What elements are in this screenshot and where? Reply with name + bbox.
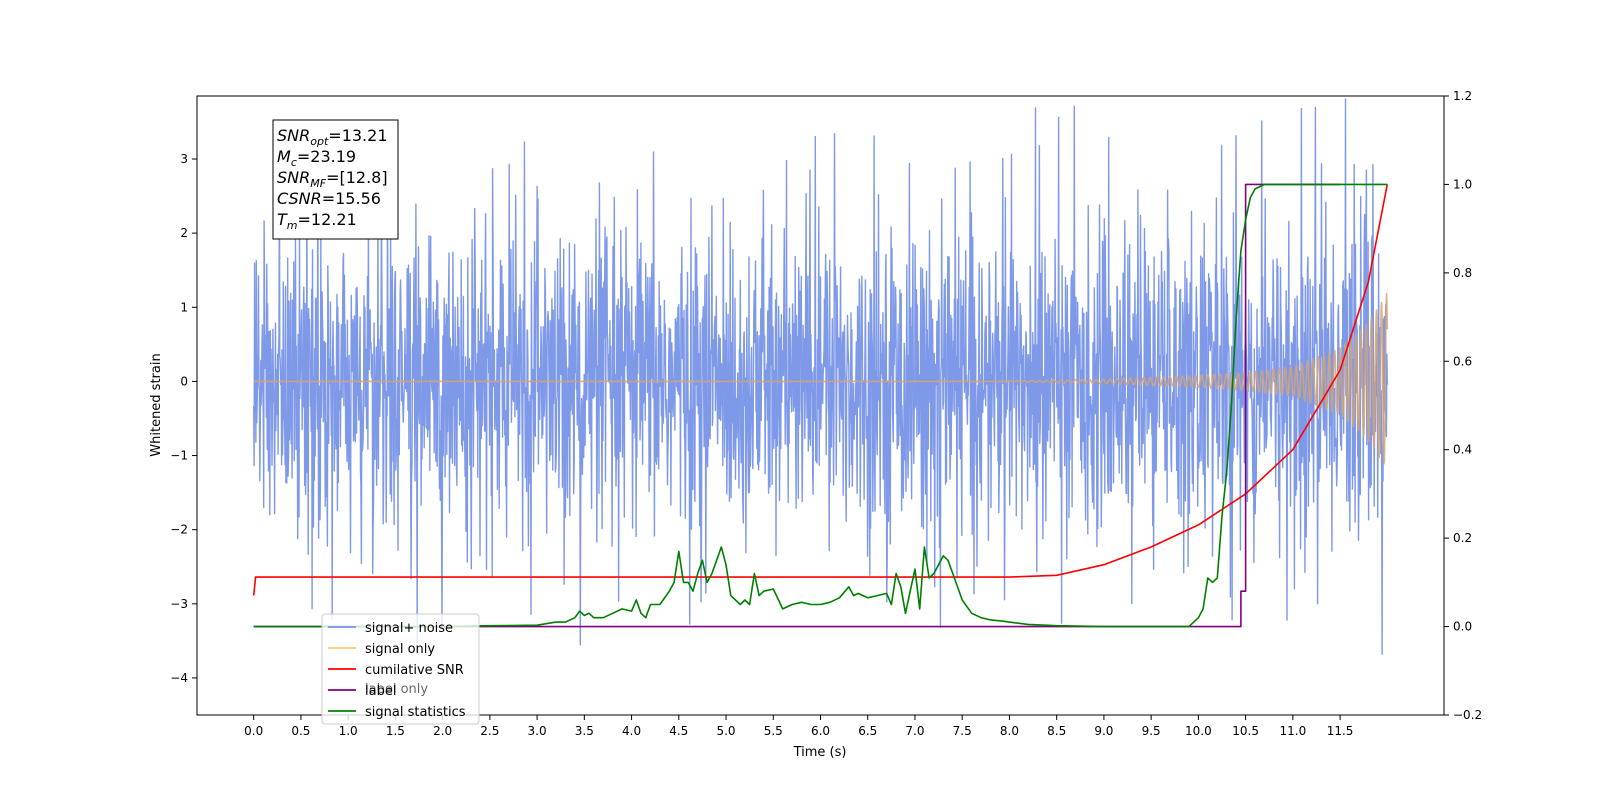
annotation-frame xyxy=(272,119,399,240)
series-line-cumilative-snr xyxy=(252,184,1389,596)
y-axis-right: −0.2 0.0 0.2 0.4 0.6 0.8 1.0 1.2 xyxy=(1444,89,1482,722)
x-axis-label: Time (s) xyxy=(793,745,847,760)
x-axis: 0.0 0.5 1.0 1.5 2.0 2.5 3.0 3.5 4.0 4.5 5.0 5.5 6.0 6… xyxy=(244,715,1353,738)
y-tick-label: −3 xyxy=(170,597,188,611)
x-tick-label: 11.5 xyxy=(1327,724,1354,738)
y2-tick-label: 1.0 xyxy=(1453,177,1472,191)
y2-tick-label: 0.4 xyxy=(1453,443,1472,457)
parameter-annotation-box: SNRopt=13.21Mc=23.19SNRMF=[12.8]CSNR=15.… xyxy=(272,119,399,240)
x-tick-label: 7.5 xyxy=(953,724,972,738)
x-tick-label: 2.5 xyxy=(480,724,499,738)
x-tick-label: 9.0 xyxy=(1094,724,1113,738)
legend-entry: signal+ noise xyxy=(365,621,453,636)
y-tick-label: 1 xyxy=(180,300,188,314)
legend-entry: signal statistics xyxy=(365,705,466,720)
y2-tick-label: −0.2 xyxy=(1453,708,1482,722)
annotation-line: Tm=12.21 xyxy=(277,210,357,232)
y-axis-left: −4 −3 −2 −1 0 1 2 3 xyxy=(170,152,197,685)
x-tick-label: 7.0 xyxy=(905,724,924,738)
x-tick-label: 5.5 xyxy=(764,724,783,738)
y2-tick-label: 0.8 xyxy=(1453,266,1472,280)
series-line-signal-noise xyxy=(253,98,1388,655)
y-tick-label: 3 xyxy=(180,152,188,166)
y2-tick-label: 0.2 xyxy=(1453,531,1472,545)
series-line-signal-statistics xyxy=(253,183,1388,628)
legend-hidden-label: label only xyxy=(365,682,428,697)
x-tick-label: 2.0 xyxy=(433,724,452,738)
y2-tick-label: 0.0 xyxy=(1453,620,1472,634)
x-tick-label: 9.5 xyxy=(1142,724,1161,738)
x-tick-label: 10.5 xyxy=(1232,724,1259,738)
y2-tick-label: 1.2 xyxy=(1453,89,1472,103)
annotation-line: SNRopt=13.21 xyxy=(277,126,388,148)
annotation-line: CSNR=15.56 xyxy=(277,189,381,208)
legend: label only signal+ noise signal only cumila… xyxy=(321,613,480,725)
x-tick-label: 8.5 xyxy=(1047,724,1066,738)
x-tick-label: 3.5 xyxy=(575,724,594,738)
x-tick-label: 0.5 xyxy=(291,724,310,738)
x-tick-label: 3.0 xyxy=(528,724,547,738)
x-tick-label: 5.0 xyxy=(716,724,735,738)
x-tick-label: 1.5 xyxy=(386,724,405,738)
y2-tick-label: 0.6 xyxy=(1453,354,1472,368)
x-tick-label: 6.5 xyxy=(858,724,877,738)
series-line-signal-only xyxy=(253,292,1389,465)
legend-entry: label xyxy=(365,684,396,699)
legend-frame xyxy=(321,613,480,725)
y-tick-label: −2 xyxy=(170,523,188,537)
annotation-line: Mc=23.19 xyxy=(277,147,356,169)
y-tick-label: −4 xyxy=(170,671,188,685)
x-tick-label: 4.5 xyxy=(669,724,688,738)
x-tick-label: 10.0 xyxy=(1185,724,1212,738)
y-tick-label: −1 xyxy=(170,449,188,463)
x-tick-label: 8.0 xyxy=(1000,724,1019,738)
y-tick-label: 0 xyxy=(180,374,188,388)
annotation-line: SNRMF=[12.8] xyxy=(277,168,388,190)
x-tick-label: 11.0 xyxy=(1279,724,1306,738)
plot-area xyxy=(252,98,1389,655)
x-tick-label: 4.0 xyxy=(622,724,641,738)
x-tick-label: 1.0 xyxy=(339,724,358,738)
y-tick-label: 2 xyxy=(180,226,188,240)
x-tick-label: 0.0 xyxy=(244,724,263,738)
x-tick-label: 6.0 xyxy=(811,724,830,738)
legend-entry: cumilative SNR xyxy=(365,663,464,678)
y-axis-label: Whitened strain xyxy=(149,353,164,456)
legend-entry: signal only xyxy=(365,642,435,657)
